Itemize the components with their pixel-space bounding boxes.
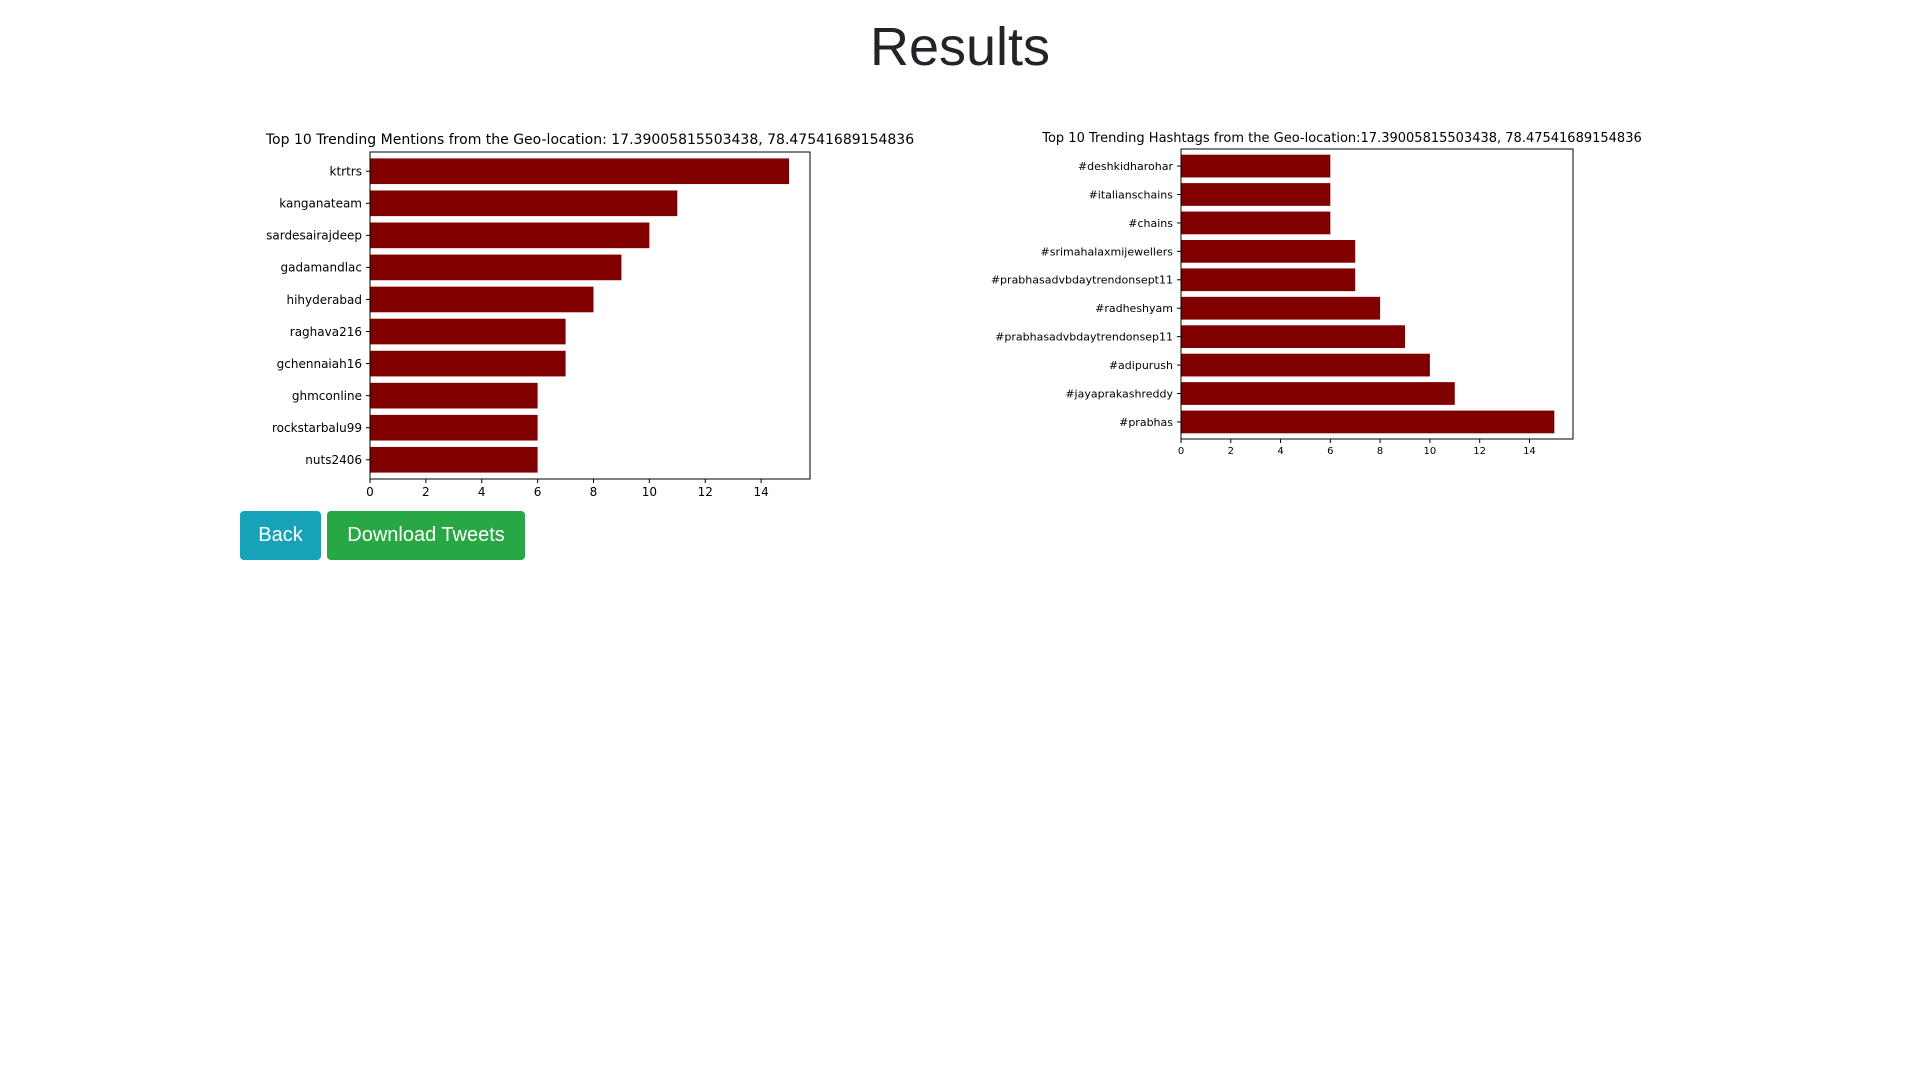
y-tick-label: nuts2406	[305, 453, 362, 467]
bar	[370, 158, 790, 185]
y-tick-label: #adipurush	[1109, 359, 1173, 372]
bar	[1181, 382, 1455, 405]
x-tick-label: 14	[1523, 446, 1536, 457]
y-tick-label: sardesairajdeep	[266, 229, 362, 243]
hashtags-chart: Top 10 Trending Hashtags from the Geo-lo…	[985, 127, 1705, 477]
bar	[1181, 296, 1381, 320]
page-title: Results	[869, 17, 1051, 77]
bar	[370, 446, 538, 473]
x-tick-label: 6	[1327, 446, 1333, 457]
x-tick-label: 12	[698, 485, 713, 499]
y-tick-label: #prabhasadvbdaytrendonsept11	[991, 274, 1173, 287]
x-tick-label: 2	[1228, 446, 1234, 457]
x-tick-label: 14	[753, 485, 768, 499]
chart-title: Top 10 Trending Hashtags from the Geo-lo…	[1041, 131, 1642, 146]
x-tick-label: 10	[642, 485, 657, 499]
y-tick-label: kanganateam	[279, 197, 362, 211]
axes-frame	[369, 151, 811, 480]
bar	[370, 286, 594, 313]
y-tick-label: rockstarbalu99	[272, 421, 362, 435]
bar	[1181, 268, 1356, 292]
bar	[1181, 183, 1331, 206]
x-tick-label: 4	[1277, 446, 1283, 457]
x-tick-label: 0	[366, 485, 374, 499]
y-tick-label: gadamandlac	[281, 261, 363, 275]
mentions-chart: Top 10 Trending Mentions from the Geo-lo…	[245, 127, 965, 503]
y-tick-label: #prabhas	[1119, 416, 1173, 429]
y-tick-label: raghava216	[290, 325, 362, 339]
bar	[1181, 211, 1331, 235]
x-tick-label: 4	[478, 485, 486, 499]
bar	[1181, 410, 1555, 434]
y-tick-label: #italianschains	[1089, 188, 1174, 201]
bar	[1181, 154, 1331, 178]
y-tick-label: #srimahalaxmijewellers	[1041, 245, 1174, 258]
x-tick-label: 6	[534, 485, 542, 499]
bar	[1181, 239, 1356, 263]
x-tick-label: 0	[1178, 446, 1184, 457]
y-tick-label: #prabhasadvbdaytrendonsep11	[995, 331, 1173, 344]
mentions-chart-svg: Top 10 Trending Mentions from the Geo-lo…	[265, 132, 914, 499]
bar	[370, 318, 566, 345]
x-tick-label: 2	[422, 485, 430, 499]
x-tick-label: 10	[1424, 446, 1437, 457]
back-button[interactable]: Back	[240, 511, 321, 560]
y-tick-label: gchennaiah16	[277, 357, 362, 371]
bar	[370, 254, 622, 281]
x-tick-label: 8	[590, 485, 598, 499]
bar	[370, 222, 650, 249]
y-tick-label: ghmconline	[292, 389, 362, 403]
axes-frame	[1180, 148, 1574, 440]
y-tick-label: #radheshyam	[1095, 302, 1173, 315]
bar	[370, 350, 566, 377]
x-tick-label: 12	[1473, 446, 1486, 457]
bar	[1181, 353, 1430, 377]
y-tick-label: #deshkidharohar	[1078, 160, 1174, 173]
bar	[1181, 325, 1405, 349]
bar	[370, 414, 538, 441]
bar	[370, 382, 538, 409]
download-tweets-button[interactable]: Download Tweets	[327, 511, 525, 560]
hashtags-chart-svg: Top 10 Trending Hashtags from the Geo-lo…	[991, 131, 1642, 457]
bar	[370, 190, 678, 217]
chart-title: Top 10 Trending Mentions from the Geo-lo…	[265, 132, 914, 148]
y-tick-label: hihyderabad	[286, 293, 362, 307]
y-tick-label: #jayaprakashreddy	[1065, 387, 1173, 400]
x-tick-label: 8	[1377, 446, 1383, 457]
y-tick-label: ktrtrs	[330, 165, 362, 179]
y-tick-label: #chains	[1128, 217, 1173, 230]
